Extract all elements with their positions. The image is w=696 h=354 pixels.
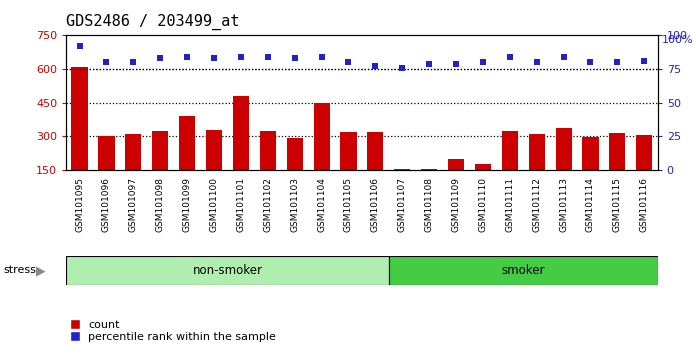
Bar: [206, 130, 222, 204]
Bar: [179, 116, 195, 204]
Bar: [636, 135, 652, 204]
Text: GSM101108: GSM101108: [425, 177, 434, 233]
Text: GSM101106: GSM101106: [371, 177, 380, 233]
Text: GSM101112: GSM101112: [532, 177, 541, 232]
Point: [370, 63, 381, 69]
Text: GSM101115: GSM101115: [613, 177, 622, 233]
Point: [182, 54, 193, 60]
Text: GSM101097: GSM101097: [129, 177, 138, 233]
Bar: [340, 132, 356, 204]
Bar: [287, 138, 303, 204]
Text: non-smoker: non-smoker: [193, 264, 262, 277]
Point: [209, 56, 220, 61]
Bar: [313, 103, 330, 204]
Point: [343, 59, 354, 65]
Text: GSM101107: GSM101107: [397, 177, 406, 233]
Text: GSM101103: GSM101103: [290, 177, 299, 233]
Bar: [394, 170, 411, 204]
Bar: [609, 133, 626, 204]
Bar: [125, 134, 141, 204]
Point: [504, 54, 515, 60]
Bar: [502, 131, 518, 204]
Bar: [421, 169, 437, 204]
Point: [316, 54, 327, 60]
Bar: [389, 256, 658, 285]
Point: [128, 59, 139, 65]
Text: stress: stress: [3, 266, 36, 275]
Text: smoker: smoker: [502, 264, 545, 277]
Text: GSM101116: GSM101116: [640, 177, 649, 233]
Point: [155, 56, 166, 61]
Point: [235, 54, 246, 60]
Text: GSM101105: GSM101105: [344, 177, 353, 233]
Point: [585, 59, 596, 65]
Bar: [72, 67, 88, 204]
Bar: [583, 137, 599, 204]
Legend: count, percentile rank within the sample: count, percentile rank within the sample: [66, 315, 280, 347]
Text: GSM101095: GSM101095: [75, 177, 84, 233]
Bar: [555, 129, 571, 204]
Bar: [98, 136, 115, 204]
Bar: [66, 256, 389, 285]
Text: GSM101109: GSM101109: [452, 177, 461, 233]
Text: GSM101104: GSM101104: [317, 177, 326, 232]
Point: [101, 59, 112, 65]
Point: [639, 58, 650, 64]
Text: GSM101111: GSM101111: [505, 177, 514, 233]
Point: [531, 59, 542, 65]
Bar: [448, 159, 464, 204]
Point: [558, 54, 569, 60]
Point: [262, 54, 274, 60]
Bar: [367, 132, 383, 204]
Point: [450, 61, 461, 67]
Bar: [475, 164, 491, 204]
Point: [477, 59, 489, 65]
Text: GSM101098: GSM101098: [156, 177, 165, 233]
Bar: [152, 131, 168, 204]
Text: GSM101099: GSM101099: [182, 177, 191, 233]
Bar: [529, 135, 545, 204]
Text: GDS2486 / 203499_at: GDS2486 / 203499_at: [66, 14, 239, 30]
Point: [424, 61, 435, 67]
Text: 100%: 100%: [662, 35, 693, 45]
Text: GSM101102: GSM101102: [263, 177, 272, 232]
Text: GSM101100: GSM101100: [209, 177, 219, 233]
Text: ▶: ▶: [36, 264, 46, 277]
Point: [397, 65, 408, 70]
Bar: [260, 131, 276, 204]
Text: GSM101110: GSM101110: [478, 177, 487, 233]
Text: GSM101101: GSM101101: [237, 177, 246, 233]
Point: [289, 56, 300, 61]
Point: [612, 59, 623, 65]
Point: [74, 43, 85, 49]
Text: GSM101113: GSM101113: [559, 177, 568, 233]
Bar: [233, 96, 249, 204]
Text: GSM101114: GSM101114: [586, 177, 595, 232]
Text: GSM101096: GSM101096: [102, 177, 111, 233]
